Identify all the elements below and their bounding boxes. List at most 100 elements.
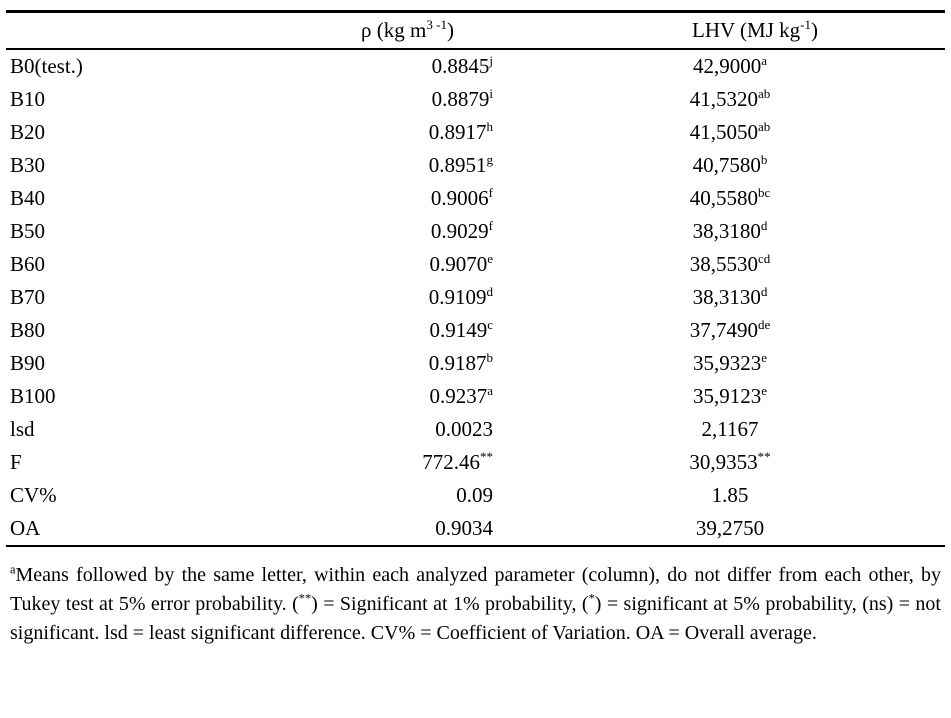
- header-lhv: LHV (MJ kg-1): [515, 10, 945, 50]
- results-table: ρ (kg m3 -1) LHV (MJ kg-1) B0(test.) 0.8…: [6, 10, 945, 547]
- row-label: B0(test.): [10, 54, 83, 78]
- lhv-value: 41,5320: [689, 87, 758, 111]
- significance-star: *: [588, 591, 595, 606]
- density-value: 0.8917: [428, 120, 487, 144]
- density-cell: 0.0023: [240, 413, 515, 446]
- lhv-value: 37,7490: [689, 318, 758, 342]
- tukey-letter: cd: [757, 251, 771, 266]
- lhv-cell: 30,9353**: [515, 446, 945, 479]
- document-page: ρ (kg m3 -1) LHV (MJ kg-1) B0(test.) 0.8…: [6, 10, 945, 648]
- footnote-text: ) = significant at 5% probability, (ns) …: [10, 593, 941, 644]
- significance-stars: **: [757, 449, 771, 464]
- tukey-letter: j: [489, 53, 493, 68]
- table-row: B20 0.8917h 41,5050ab: [6, 116, 945, 149]
- tukey-letter: b: [760, 152, 768, 167]
- density-cell: 772.46**: [240, 446, 515, 479]
- row-label: B30: [10, 153, 46, 177]
- table-row: B100 0.9237a 35,9123e: [6, 380, 945, 413]
- lhv-cell: 38,3130d: [515, 281, 945, 314]
- density-value: 0.09: [456, 483, 493, 507]
- tukey-letter: f: [488, 185, 493, 200]
- tukey-letter: c: [487, 317, 493, 332]
- density-value: 772.46: [422, 450, 480, 474]
- table-row: B40 0.9006f 40,5580bc: [6, 182, 945, 215]
- density-value: 0.9187: [428, 351, 487, 375]
- lhv-value: 2,1167: [701, 417, 759, 441]
- tukey-letter: g: [486, 152, 493, 167]
- table-header: ρ (kg m3 -1) LHV (MJ kg-1): [6, 10, 945, 50]
- lhv-value: 41,5050: [689, 120, 758, 144]
- row-label: B10: [10, 87, 46, 111]
- table-row: F 772.46** 30,9353**: [6, 446, 945, 479]
- density-value: 0.9006: [430, 186, 489, 210]
- density-cell: 0.8951g: [240, 149, 515, 182]
- table-row: B90 0.9187b 35,9323e: [6, 347, 945, 380]
- density-cell: 0.8879i: [240, 83, 515, 116]
- lhv-value: 1.85: [711, 483, 749, 507]
- significance-stars: **: [479, 449, 493, 464]
- lhv-cell: 39,2750: [515, 512, 945, 547]
- density-value: 0.0023: [435, 417, 493, 441]
- row-label: B50: [10, 219, 46, 243]
- row-label: CV%: [10, 483, 57, 507]
- significance-stars: **: [298, 591, 312, 606]
- tukey-letter: e: [487, 251, 493, 266]
- density-cell: 0.09: [240, 479, 515, 512]
- lhv-value: 40,7580: [692, 153, 761, 177]
- lhv-value: 35,9123: [692, 384, 762, 408]
- table-row: CV% 0.09 1.85: [6, 479, 945, 512]
- density-cell: 0.9070e: [240, 248, 515, 281]
- lhv-header-close: ): [810, 18, 818, 42]
- row-label: B40: [10, 186, 46, 210]
- lhv-cell: 38,5530cd: [515, 248, 945, 281]
- density-value: 0.8951: [428, 153, 487, 177]
- tukey-letter: d: [760, 218, 768, 233]
- row-label: B70: [10, 285, 46, 309]
- footnote-text: Means followed by the same letter, withi…: [10, 564, 941, 615]
- density-value: 0.9109: [428, 285, 487, 309]
- table-row: B10 0.8879i 41,5320ab: [6, 83, 945, 116]
- lhv-cell: 38,3180d: [515, 215, 945, 248]
- lhv-cell: 37,7490de: [515, 314, 945, 347]
- lhv-value: 40,5580: [689, 186, 758, 210]
- lhv-value: 30,9353: [689, 450, 758, 474]
- row-label: B80: [10, 318, 46, 342]
- lhv-cell: 1.85: [515, 479, 945, 512]
- tukey-letter: a: [761, 53, 768, 68]
- tukey-letter: f: [488, 218, 493, 233]
- lhv-header-label: LHV (MJ kg: [692, 18, 801, 42]
- lhv-cell: 41,5050ab: [515, 116, 945, 149]
- row-label: B90: [10, 351, 46, 375]
- table-row: lsd 0.0023 2,1167: [6, 413, 945, 446]
- tukey-letter: ab: [757, 86, 771, 101]
- footnote-text: ) = Significant at 1% probability, (: [311, 593, 589, 615]
- lhv-cell: 40,7580b: [515, 149, 945, 182]
- table-row: B50 0.9029f 38,3180d: [6, 215, 945, 248]
- tukey-letter: de: [757, 317, 771, 332]
- lhv-cell: 41,5320ab: [515, 83, 945, 116]
- density-value: 0.8879: [431, 87, 490, 111]
- density-cell: 0.9237a: [240, 380, 515, 413]
- row-label: OA: [6, 512, 240, 547]
- lhv-cell: 35,9123e: [515, 380, 945, 413]
- density-value: 0.9070: [429, 252, 488, 276]
- tukey-letter: d: [486, 284, 493, 299]
- density-header-close: ): [446, 18, 454, 42]
- density-value: 0.9029: [430, 219, 489, 243]
- tukey-letter: h: [486, 119, 493, 134]
- density-value: 0.9237: [429, 384, 488, 408]
- density-cell: 0.9149c: [240, 314, 515, 347]
- table-row: B60 0.9070e 38,5530cd: [6, 248, 945, 281]
- lhv-cell: 2,1167: [515, 413, 945, 446]
- table-row: OA 0.9034 39,2750: [6, 512, 945, 547]
- tukey-letter: bc: [757, 185, 771, 200]
- density-cell: 0.9006f: [240, 182, 515, 215]
- density-value: 0.9149: [429, 318, 488, 342]
- row-label: B100: [10, 384, 56, 408]
- table-footnote: aMeans followed by the same letter, with…: [6, 561, 945, 648]
- tukey-letter: e: [761, 350, 768, 365]
- density-cell: 0.8845j: [240, 49, 515, 83]
- lhv-value: 38,3180: [692, 219, 761, 243]
- tukey-letter: b: [486, 350, 493, 365]
- lhv-value: 38,5530: [689, 252, 758, 276]
